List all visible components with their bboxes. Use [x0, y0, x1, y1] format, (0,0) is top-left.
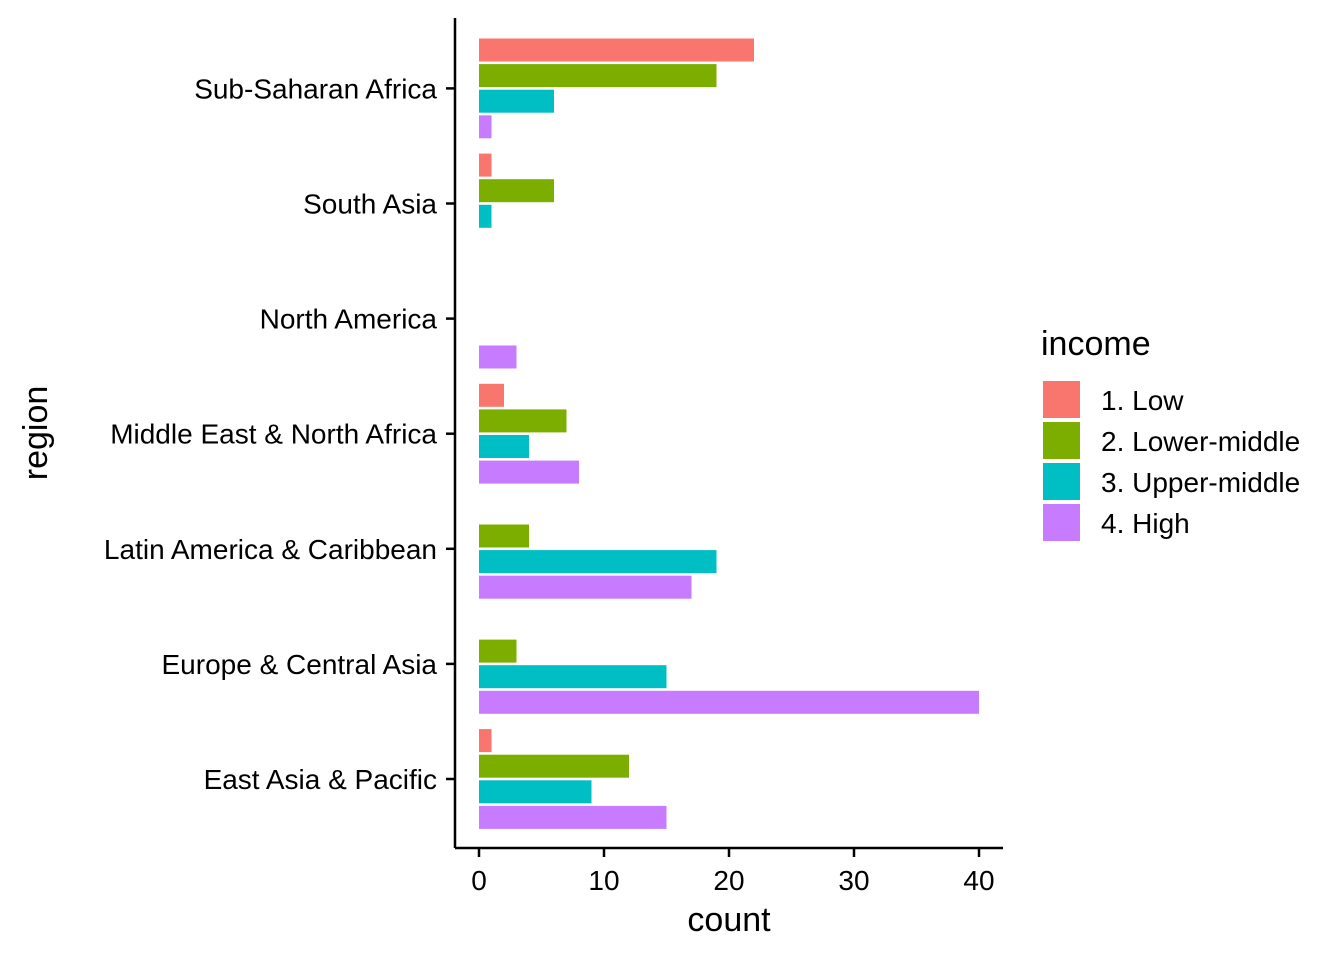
legend-title: income [1041, 325, 1151, 363]
bar-1-south-asia [479, 153, 492, 177]
bar-4-north-america [479, 345, 517, 369]
bar-3-middle-east-north-africa [479, 435, 529, 458]
legend-label-2: 2. Lower-middle [1101, 426, 1300, 457]
bar-1-east-asia-pacific [479, 729, 492, 753]
bar-3-europe-central-asia [479, 665, 667, 689]
y-tick-label: North America [260, 304, 438, 335]
y-tick-label: Europe & Central Asia [162, 649, 438, 680]
bar-4-sub-saharan-africa [479, 115, 492, 139]
x-ticks: 0 10 20 30 40 [471, 848, 995, 896]
bar-2-east-asia-pacific [479, 754, 629, 778]
x-tick-label: 20 [713, 865, 744, 896]
bar-3-east-asia-pacific [479, 780, 592, 804]
legend-key-2 [1043, 422, 1080, 459]
bar-4-latin-america-caribbean [479, 575, 692, 599]
bar-4-europe-central-asia [479, 690, 979, 714]
bar-4-middle-east-north-africa [479, 460, 579, 484]
bar-1-sub-saharan-africa [479, 38, 754, 62]
legend-items: 1. Low 2. Lower-middle 3. Upper-middle 4. H… [1043, 381, 1300, 541]
legend-key-1 [1043, 381, 1080, 418]
bar-2-europe-central-asia [479, 639, 517, 663]
legend-key-4 [1043, 504, 1080, 541]
bars-layer [479, 38, 979, 829]
bar-3-south-asia [479, 204, 492, 228]
x-axis-title: count [687, 901, 771, 939]
legend-key-3 [1043, 463, 1080, 500]
bar-2-latin-america-caribbean [479, 524, 529, 548]
legend-label-1: 1. Low [1101, 385, 1184, 416]
bar-1-middle-east-north-africa [479, 383, 504, 407]
bar-2-middle-east-north-africa [479, 409, 567, 433]
legend-label-3: 3. Upper-middle [1101, 467, 1300, 498]
y-ticks: East Asia & Pacific Europe & Central Asia… [104, 73, 455, 795]
legend-label-4: 4. High [1101, 508, 1190, 539]
bar-3-latin-america-caribbean [479, 550, 717, 574]
y-axis-title: region [17, 386, 55, 481]
x-tick-label: 30 [838, 865, 869, 896]
legend: income 1. Low 2. Lower-middle 3. Upper-mid… [1041, 325, 1300, 541]
x-tick-label: 40 [963, 865, 994, 896]
y-tick-label: Sub-Saharan Africa [194, 73, 437, 104]
y-tick-label: Middle East & North Africa [110, 419, 437, 450]
axes-layer [453, 18, 1003, 850]
x-tick-label: 10 [588, 865, 619, 896]
bar-3-sub-saharan-africa [479, 89, 554, 113]
bar-2-sub-saharan-africa [479, 64, 717, 88]
bar-4-east-asia-pacific [479, 805, 667, 829]
y-tick-label: South Asia [303, 189, 437, 220]
y-tick-label: Latin America & Caribbean [104, 534, 437, 565]
x-tick-label: 0 [471, 865, 487, 896]
bar-2-south-asia [479, 179, 554, 203]
y-tick-label: East Asia & Pacific [204, 764, 437, 795]
